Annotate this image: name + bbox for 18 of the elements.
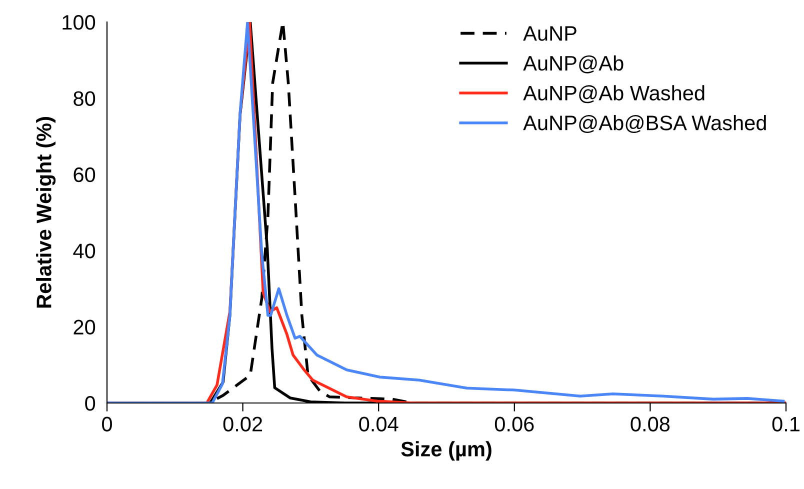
x-tick-label: 0.1: [772, 416, 800, 432]
x-tick-label: 0.04: [359, 416, 398, 432]
legend-label: AuNP: [523, 26, 576, 41]
legend-label: AuNP@Ab: [523, 55, 624, 74]
y-tick-label: 40: [73, 244, 96, 258]
y-tick-label: 20: [74, 320, 96, 335]
x-tick-label: 0: [102, 416, 112, 432]
y-axis-title: Relative Weight (%): [36, 117, 56, 308]
y-tick-label: 60: [74, 167, 96, 182]
x-tick-label: 0.06: [494, 416, 534, 432]
legend-label: AuNP@Ab@BSA Washed: [523, 115, 766, 133]
y-tick-label: 0: [85, 396, 96, 411]
y-tick-label: 80: [74, 91, 96, 106]
x-tick-label: 0.08: [630, 416, 670, 432]
x-tick-label: 0.02: [223, 416, 262, 432]
x-axis-title: Size (µm): [401, 441, 492, 461]
legend-label: AuNP@Ab Washed: [523, 85, 704, 104]
y-tick-label: 100: [62, 15, 96, 30]
